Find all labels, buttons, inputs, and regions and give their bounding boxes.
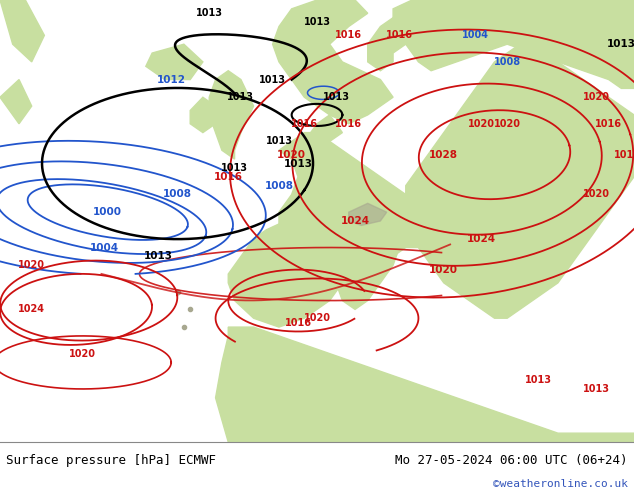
Polygon shape <box>273 0 393 124</box>
Text: 1013: 1013 <box>283 159 313 169</box>
Polygon shape <box>406 44 634 318</box>
Text: 1016: 1016 <box>614 150 634 160</box>
Text: 1020: 1020 <box>494 119 521 129</box>
Text: 1008: 1008 <box>163 190 192 199</box>
Polygon shape <box>228 221 349 327</box>
Polygon shape <box>349 203 387 225</box>
Text: 1020: 1020 <box>429 265 458 274</box>
Text: 1013: 1013 <box>196 8 223 18</box>
Text: 1013: 1013 <box>259 74 286 85</box>
Polygon shape <box>0 0 44 62</box>
Text: 1016: 1016 <box>285 318 311 328</box>
Text: 1013: 1013 <box>583 384 609 394</box>
Text: 1016: 1016 <box>335 119 362 129</box>
Text: 1004: 1004 <box>90 243 119 252</box>
Text: Mo 27-05-2024 06:00 UTC (06+24): Mo 27-05-2024 06:00 UTC (06+24) <box>395 454 628 467</box>
Text: 1024: 1024 <box>467 234 496 244</box>
Polygon shape <box>336 212 399 309</box>
Text: 1012: 1012 <box>157 74 186 85</box>
Text: 1013: 1013 <box>607 39 634 49</box>
Text: 1004: 1004 <box>462 30 489 40</box>
Text: 1008: 1008 <box>494 57 521 67</box>
Polygon shape <box>311 115 342 142</box>
Text: 1016: 1016 <box>386 30 413 40</box>
Text: 1000: 1000 <box>93 207 122 217</box>
Text: 1028: 1028 <box>429 150 458 160</box>
Text: 1020: 1020 <box>277 150 306 160</box>
Text: 1013: 1013 <box>266 136 292 147</box>
Text: 1008: 1008 <box>264 181 294 191</box>
Text: 1020: 1020 <box>583 92 609 102</box>
Text: 1020: 1020 <box>69 348 96 359</box>
Text: 1013: 1013 <box>526 375 552 385</box>
Text: 1013: 1013 <box>144 251 173 261</box>
Polygon shape <box>0 79 32 124</box>
Polygon shape <box>146 44 203 79</box>
Text: Surface pressure [hPa] ECMWF: Surface pressure [hPa] ECMWF <box>6 454 216 467</box>
Text: 1020: 1020 <box>304 313 330 323</box>
Text: 1016: 1016 <box>335 30 362 40</box>
Text: 1016: 1016 <box>214 172 243 182</box>
Polygon shape <box>368 18 406 71</box>
Text: 1020: 1020 <box>583 190 609 199</box>
Polygon shape <box>216 327 634 442</box>
Text: 1016: 1016 <box>595 119 622 129</box>
Text: 1013: 1013 <box>221 163 248 173</box>
Text: 1013: 1013 <box>228 92 254 102</box>
Polygon shape <box>279 133 469 283</box>
Text: 1013: 1013 <box>323 92 349 102</box>
Polygon shape <box>393 0 634 88</box>
Text: 1024: 1024 <box>18 304 45 315</box>
Text: 1020: 1020 <box>18 260 45 270</box>
Text: 1020: 1020 <box>469 119 495 129</box>
Text: 1016: 1016 <box>291 119 318 129</box>
Text: 1013: 1013 <box>304 17 330 27</box>
Polygon shape <box>190 97 216 133</box>
Polygon shape <box>209 71 254 159</box>
Text: 1024: 1024 <box>340 216 370 226</box>
Text: ©weatheronline.co.uk: ©weatheronline.co.uk <box>493 479 628 489</box>
